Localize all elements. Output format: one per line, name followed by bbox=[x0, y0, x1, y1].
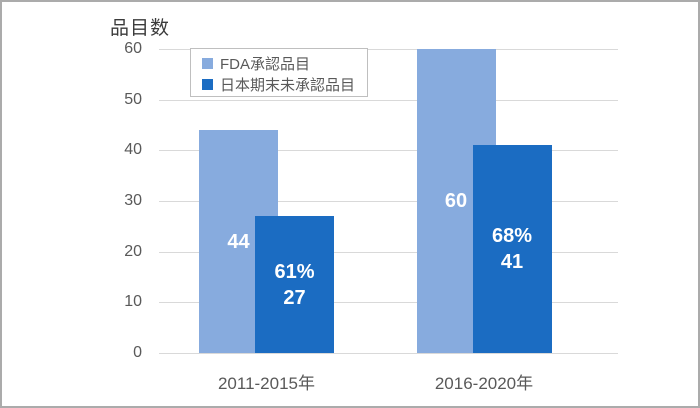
legend-item: FDA承認品目 bbox=[202, 53, 361, 74]
gridline bbox=[159, 251, 618, 253]
legend-item: 日本期末未承認品目 bbox=[202, 74, 361, 95]
bar-japan-0: 61% 27 bbox=[255, 216, 334, 353]
bar-label-line: 41 bbox=[500, 251, 524, 274]
bar-label-line: 68% bbox=[491, 225, 533, 248]
gridline bbox=[159, 353, 618, 354]
chart-title: 品目数 bbox=[110, 18, 171, 39]
bar-label: 60 bbox=[417, 49, 496, 353]
bar-label-line: 27 bbox=[283, 286, 306, 309]
bar-japan-1: 68% 41 bbox=[472, 145, 552, 353]
bar-label: 68% 41 bbox=[473, 145, 552, 353]
bar-label-line: 60 bbox=[444, 190, 468, 212]
y-tick-label: 20 bbox=[124, 242, 142, 260]
y-tick-label: 50 bbox=[124, 90, 142, 108]
y-tick-label: 40 bbox=[124, 141, 142, 159]
legend-label: FDA承認品目 bbox=[220, 56, 311, 73]
bar-label-line: 44 bbox=[227, 230, 250, 253]
x-category-label: 2016-2020年 bbox=[434, 374, 534, 393]
legend: FDA承認品目日本期末未承認品目 bbox=[190, 48, 368, 97]
y-tick-label: 30 bbox=[124, 192, 142, 209]
gridline bbox=[159, 201, 618, 202]
y-tick-label: 0 bbox=[133, 344, 142, 361]
legend-swatch-icon bbox=[202, 79, 213, 90]
legend-label: 日本期末未承認品目 bbox=[220, 77, 356, 94]
y-tick-label: 10 bbox=[124, 293, 142, 311]
gridline bbox=[159, 49, 618, 50]
gridline bbox=[159, 150, 618, 152]
bar-label: 61% 27 bbox=[255, 216, 334, 353]
legend-swatch-icon bbox=[202, 58, 213, 69]
x-category-label: 2011-2015年 bbox=[217, 374, 316, 393]
bar-label: 44 bbox=[199, 130, 278, 353]
gridline bbox=[159, 302, 618, 304]
y-tick-label: 60 bbox=[124, 40, 142, 57]
gridline bbox=[159, 99, 618, 101]
bar-label-line: 61% bbox=[274, 260, 315, 283]
